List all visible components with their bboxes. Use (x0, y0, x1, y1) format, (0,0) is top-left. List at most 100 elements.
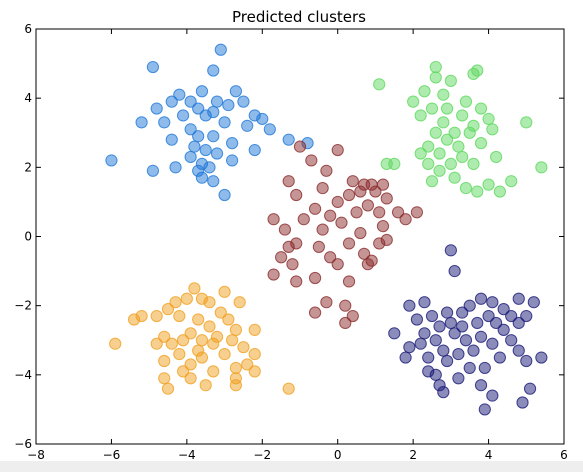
data-point (422, 140, 435, 153)
data-point (188, 282, 201, 295)
data-point (399, 351, 412, 364)
data-point (158, 354, 171, 368)
data-point (158, 330, 171, 343)
x-tick-label: 4 (485, 448, 493, 461)
data-point (493, 185, 506, 198)
chart-title: Predicted clusters (232, 8, 366, 26)
data-point (448, 264, 461, 278)
data-point (380, 157, 393, 170)
cluster-4-series (109, 282, 295, 395)
data-point (497, 303, 510, 316)
data-point (218, 188, 231, 202)
data-point (350, 206, 363, 219)
data-point (169, 161, 182, 174)
data-point (486, 389, 499, 402)
data-point (463, 361, 476, 375)
data-point (184, 123, 197, 136)
data-point (308, 306, 322, 319)
data-point (184, 358, 197, 371)
data-point (403, 299, 416, 312)
data-point (207, 130, 220, 143)
x-tick-label: −4 (178, 448, 196, 461)
data-point (316, 223, 329, 236)
data-point (127, 313, 141, 326)
data-point (188, 140, 201, 153)
data-point (463, 126, 476, 139)
data-point (459, 95, 473, 108)
data-point (229, 379, 242, 392)
data-point (418, 85, 431, 98)
data-point (463, 299, 476, 312)
data-point (433, 320, 446, 333)
y-tick-label: 6 (24, 22, 32, 36)
data-point (150, 337, 163, 350)
data-point (109, 337, 122, 350)
data-point (527, 296, 540, 309)
data-point (467, 67, 480, 81)
data-point (429, 126, 442, 139)
data-point (192, 130, 205, 143)
data-point (226, 154, 239, 167)
data-point (233, 296, 246, 309)
data-point (297, 213, 310, 226)
data-point (361, 199, 374, 212)
data-point (248, 365, 261, 378)
data-point (497, 323, 510, 336)
data-point (320, 296, 333, 309)
data-point (437, 116, 450, 129)
data-point (184, 372, 197, 385)
data-point (433, 164, 446, 177)
data-point (173, 347, 186, 361)
data-point (342, 237, 356, 250)
data-point (305, 154, 318, 167)
data-point (263, 123, 276, 136)
data-point (173, 309, 186, 323)
x-tick-label: 2 (409, 448, 417, 461)
data-point (218, 116, 231, 129)
data-point (184, 150, 197, 164)
data-point (452, 140, 465, 153)
data-point (207, 175, 220, 188)
data-point (290, 188, 303, 202)
data-point (440, 133, 454, 146)
data-point (456, 150, 469, 164)
x-tick-label: 6 (560, 448, 568, 461)
data-point (414, 109, 427, 122)
x-axis: −8 −6 −4 −2 0 2 4 6 (27, 29, 568, 462)
data-point (486, 337, 499, 350)
data-point (452, 372, 465, 385)
x-tick-label: −6 (103, 448, 121, 461)
data-point (440, 306, 454, 319)
data-point (308, 202, 322, 215)
data-point (278, 223, 292, 236)
data-point (203, 161, 216, 174)
data-point (324, 251, 337, 264)
data-point (176, 334, 190, 347)
x-tick-label: 0 (334, 448, 342, 461)
data-point (290, 275, 303, 288)
data-point (165, 133, 178, 146)
data-point (180, 292, 193, 305)
data-point (520, 116, 533, 129)
data-point (335, 216, 348, 229)
data-point (388, 327, 401, 340)
data-point (267, 268, 280, 281)
data-point (354, 185, 367, 198)
y-tick-label: −2 (14, 299, 32, 313)
data-point (471, 316, 484, 330)
data-point (376, 220, 390, 233)
data-point (165, 337, 178, 350)
cluster-1-series (105, 43, 314, 202)
cluster-3-series (267, 140, 424, 330)
data-point (452, 347, 465, 361)
data-point (320, 164, 333, 177)
data-point (324, 209, 337, 222)
data-point (331, 143, 344, 157)
data-point (184, 95, 197, 108)
data-point (456, 109, 469, 122)
data-point (535, 161, 548, 174)
data-point (474, 379, 488, 392)
data-point (346, 309, 359, 323)
data-point (275, 251, 288, 264)
